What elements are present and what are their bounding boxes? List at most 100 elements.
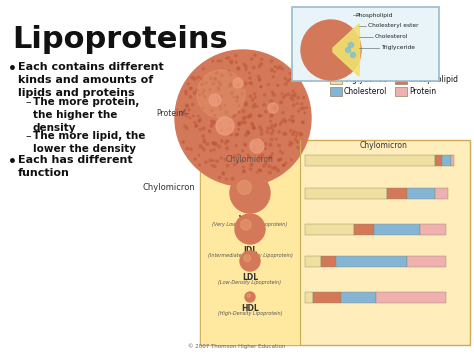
Circle shape: [250, 139, 264, 153]
Circle shape: [277, 67, 279, 69]
Circle shape: [281, 93, 283, 95]
Text: IDL: IDL: [243, 246, 257, 255]
Circle shape: [272, 167, 274, 170]
Circle shape: [293, 131, 295, 133]
Circle shape: [199, 145, 202, 148]
Circle shape: [225, 142, 227, 144]
Circle shape: [193, 92, 196, 94]
Bar: [435, 187, 448, 198]
Text: (Intermediate-Density Lipoprotein): (Intermediate-Density Lipoprotein): [208, 253, 292, 258]
Circle shape: [232, 114, 236, 117]
Circle shape: [228, 116, 229, 118]
Bar: [395, 87, 407, 96]
Circle shape: [241, 160, 243, 163]
Circle shape: [247, 131, 250, 134]
Circle shape: [235, 133, 237, 136]
Circle shape: [260, 129, 263, 131]
Circle shape: [215, 78, 217, 80]
Circle shape: [346, 48, 350, 53]
Text: •: •: [8, 62, 17, 76]
Circle shape: [293, 95, 295, 97]
Circle shape: [278, 66, 282, 69]
Circle shape: [216, 97, 218, 99]
Text: Phospholipid: Phospholipid: [355, 12, 392, 17]
Circle shape: [290, 97, 292, 99]
Circle shape: [216, 117, 234, 135]
Circle shape: [348, 43, 354, 48]
Circle shape: [236, 96, 238, 98]
Circle shape: [249, 82, 251, 84]
Circle shape: [243, 166, 245, 168]
Circle shape: [284, 77, 286, 80]
Circle shape: [294, 138, 296, 141]
Text: The more lipid, the
lower the density: The more lipid, the lower the density: [33, 131, 146, 154]
Text: Chylomicron: Chylomicron: [360, 142, 408, 151]
Circle shape: [226, 57, 227, 59]
Circle shape: [209, 159, 212, 162]
Circle shape: [300, 133, 302, 136]
Circle shape: [229, 127, 232, 130]
Circle shape: [243, 179, 246, 182]
Circle shape: [213, 149, 215, 151]
Circle shape: [264, 111, 267, 113]
Circle shape: [289, 72, 291, 75]
Text: Key: Key: [330, 70, 350, 80]
Circle shape: [292, 98, 294, 101]
Circle shape: [293, 93, 296, 96]
Bar: [435, 154, 442, 165]
Bar: [341, 291, 376, 302]
Circle shape: [298, 110, 300, 112]
Circle shape: [284, 120, 287, 123]
Text: Each has different
function: Each has different function: [18, 155, 133, 178]
Circle shape: [245, 104, 247, 106]
Circle shape: [210, 120, 213, 122]
Circle shape: [260, 178, 262, 180]
Circle shape: [210, 125, 212, 127]
Circle shape: [255, 172, 258, 175]
Circle shape: [231, 62, 232, 64]
Circle shape: [282, 111, 284, 114]
Circle shape: [186, 147, 189, 150]
Circle shape: [296, 141, 299, 143]
Circle shape: [265, 162, 267, 164]
FancyBboxPatch shape: [200, 140, 300, 345]
Circle shape: [212, 60, 214, 62]
Circle shape: [203, 139, 205, 141]
Circle shape: [221, 141, 223, 143]
Circle shape: [279, 150, 281, 152]
Circle shape: [245, 144, 246, 146]
Circle shape: [248, 115, 251, 118]
Circle shape: [278, 159, 280, 161]
Circle shape: [280, 100, 283, 104]
Circle shape: [289, 78, 291, 80]
Circle shape: [282, 152, 283, 154]
Circle shape: [242, 150, 244, 152]
Circle shape: [270, 157, 272, 158]
Circle shape: [195, 125, 197, 127]
Circle shape: [258, 79, 261, 81]
Circle shape: [199, 119, 201, 121]
Circle shape: [287, 93, 290, 96]
Circle shape: [269, 143, 272, 146]
Circle shape: [268, 84, 270, 86]
Circle shape: [212, 82, 215, 85]
Circle shape: [243, 63, 246, 65]
Bar: [305, 224, 354, 235]
Circle shape: [247, 132, 249, 135]
Circle shape: [277, 169, 280, 172]
Circle shape: [188, 109, 190, 111]
Circle shape: [218, 88, 220, 91]
Circle shape: [270, 114, 273, 117]
Circle shape: [259, 169, 261, 171]
Circle shape: [205, 82, 207, 84]
Circle shape: [285, 133, 287, 135]
Circle shape: [203, 141, 205, 143]
Text: Cholesteryl ester: Cholesteryl ester: [368, 23, 419, 28]
Circle shape: [246, 130, 249, 133]
Circle shape: [270, 114, 273, 116]
Circle shape: [306, 107, 308, 109]
Text: •: •: [8, 155, 17, 169]
Circle shape: [251, 99, 254, 101]
Circle shape: [260, 170, 262, 172]
Circle shape: [268, 157, 270, 159]
